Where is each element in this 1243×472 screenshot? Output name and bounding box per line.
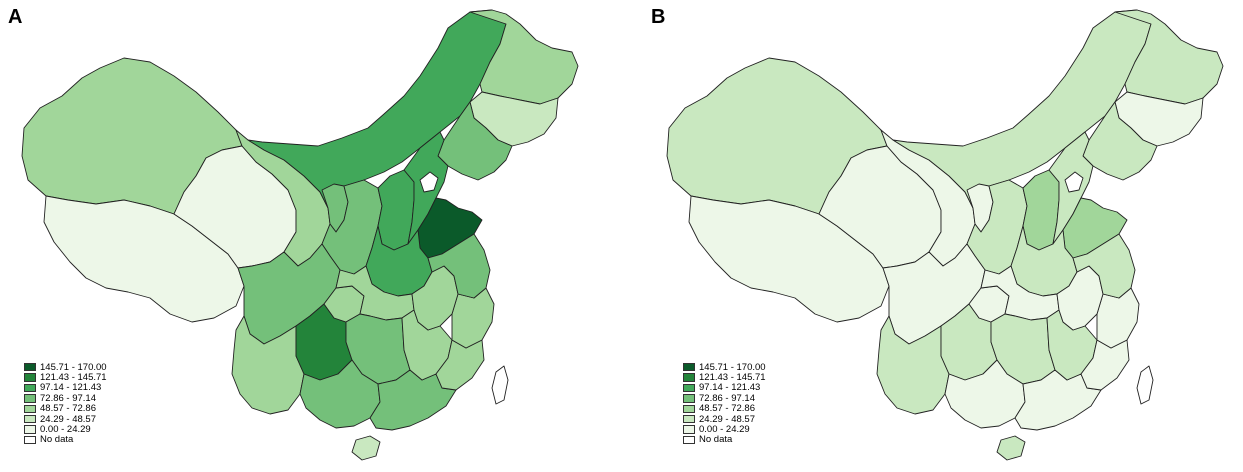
legend-swatch <box>24 394 36 403</box>
legend-label: 121.43 - 145.71 <box>40 372 107 384</box>
legend-item: 48.57 - 72.86 <box>24 403 107 415</box>
legend-item: 72.86 - 97.14 <box>24 392 107 404</box>
legend-label: 0.00 - 24.29 <box>699 424 750 436</box>
map-legend: 145.71 - 170.00 121.43 - 145.71 97.14 - 12… <box>24 362 107 445</box>
panel-label: A <box>8 6 23 28</box>
region-tibet <box>43 195 245 323</box>
region-hainan <box>996 435 1026 461</box>
legend-item: 121.43 - 145.71 <box>683 372 766 384</box>
legend-swatch <box>24 425 36 434</box>
region-shanxi <box>377 169 415 251</box>
legend-label: No data <box>699 434 733 446</box>
legend-label: 121.43 - 145.71 <box>699 372 766 384</box>
legend-item: 145.71 - 170.00 <box>24 361 107 373</box>
legend-swatch <box>24 363 36 372</box>
legend-swatch <box>24 383 36 393</box>
legend-item: 72.86 - 97.14 <box>683 392 766 404</box>
region-taiwan <box>1136 365 1154 405</box>
legend-swatch <box>683 363 695 372</box>
legend-item: 48.57 - 72.86 <box>683 403 766 415</box>
region-beijing-tianjin <box>419 171 439 193</box>
legend-label: 0.00 - 24.29 <box>40 424 91 436</box>
legend-label: 48.57 - 72.86 <box>40 403 96 415</box>
legend-item: 0.00 - 24.29 <box>683 424 766 436</box>
region-tibet <box>688 195 890 323</box>
legend-label: 24.29 - 48.57 <box>699 413 755 425</box>
legend-swatch <box>683 414 695 424</box>
legend-swatch <box>24 435 36 445</box>
legend-swatch <box>24 414 36 424</box>
region-anhui <box>411 265 459 331</box>
legend-label: 24.29 - 48.57 <box>40 413 96 425</box>
choropleth-map <box>666 9 1224 461</box>
region-anhui <box>1056 265 1104 331</box>
region-yunnan <box>876 315 950 415</box>
legend-swatch <box>683 373 695 382</box>
map-panel-b: B 145.71 - 170.00 121.43 - 145.71 97.14 - … <box>645 0 1243 472</box>
legend-label: 48.57 - 72.86 <box>699 403 755 415</box>
legend-item: 97.14 - 121.43 <box>683 382 766 394</box>
map-panel-a: A 145.71 - 170.00 121.43 - 145.71 97.14 - … <box>0 0 600 472</box>
legend-label: No data <box>40 434 74 446</box>
legend-label: 145.71 - 170.00 <box>40 361 107 373</box>
legend-label: 97.14 - 121.43 <box>699 382 761 394</box>
legend-item: 145.71 - 170.00 <box>683 361 766 373</box>
legend-item: 0.00 - 24.29 <box>24 424 107 436</box>
legend-label: 72.86 - 97.14 <box>699 392 755 404</box>
region-jiangsu <box>427 233 491 299</box>
legend-item: 24.29 - 48.57 <box>24 413 107 425</box>
region-taiwan <box>491 365 509 405</box>
legend-swatch <box>683 394 695 403</box>
legend-swatch <box>683 383 695 393</box>
legend-swatch <box>683 435 695 445</box>
legend-swatch <box>24 404 36 413</box>
legend-swatch <box>683 425 695 434</box>
choropleth-map <box>21 9 579 461</box>
legend-label: 145.71 - 170.00 <box>699 361 766 373</box>
region-jiangsu <box>1072 233 1136 299</box>
legend-item: 24.29 - 48.57 <box>683 413 766 425</box>
legend-item: 121.43 - 145.71 <box>24 372 107 384</box>
legend-label: 72.86 - 97.14 <box>40 392 96 404</box>
legend-swatch <box>683 404 695 413</box>
region-hainan <box>351 435 381 461</box>
legend-item: No data <box>683 434 766 446</box>
region-shanxi <box>1022 169 1060 251</box>
panel-label: B <box>651 6 666 28</box>
map-legend: 145.71 - 170.00 121.43 - 145.71 97.14 - 12… <box>683 362 766 445</box>
legend-label: 97.14 - 121.43 <box>40 382 102 394</box>
region-yunnan <box>231 315 305 415</box>
legend-item: 97.14 - 121.43 <box>24 382 107 394</box>
legend-swatch <box>24 373 36 382</box>
legend-item: No data <box>24 434 107 446</box>
region-beijing-tianjin <box>1064 171 1084 193</box>
